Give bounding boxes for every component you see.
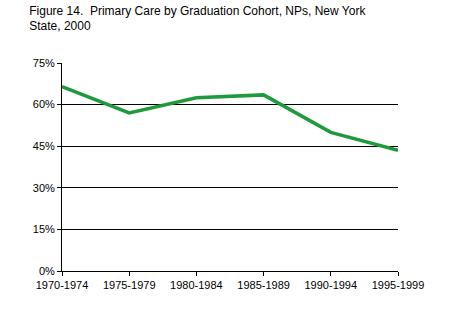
svg-text:1970-1974: 1970-1974 [36,279,89,291]
svg-text:0%: 0% [39,265,55,277]
svg-text:1995-1999: 1995-1999 [372,279,425,291]
svg-text:15%: 15% [33,223,55,235]
svg-text:Figure 14. Primary Care by Gr: Figure 14. Primary Care by Graduation Co… [29,4,366,34]
svg-text:30%: 30% [33,182,55,194]
svg-text:45%: 45% [33,140,55,152]
svg-text:1990-1994: 1990-1994 [304,279,357,291]
svg-text:1980-1984: 1980-1984 [170,279,223,291]
svg-text:1985-1989: 1985-1989 [237,279,290,291]
svg-text:60%: 60% [33,98,55,110]
svg-text:75%: 75% [33,57,55,69]
svg-text:1975-1979: 1975-1979 [103,279,156,291]
